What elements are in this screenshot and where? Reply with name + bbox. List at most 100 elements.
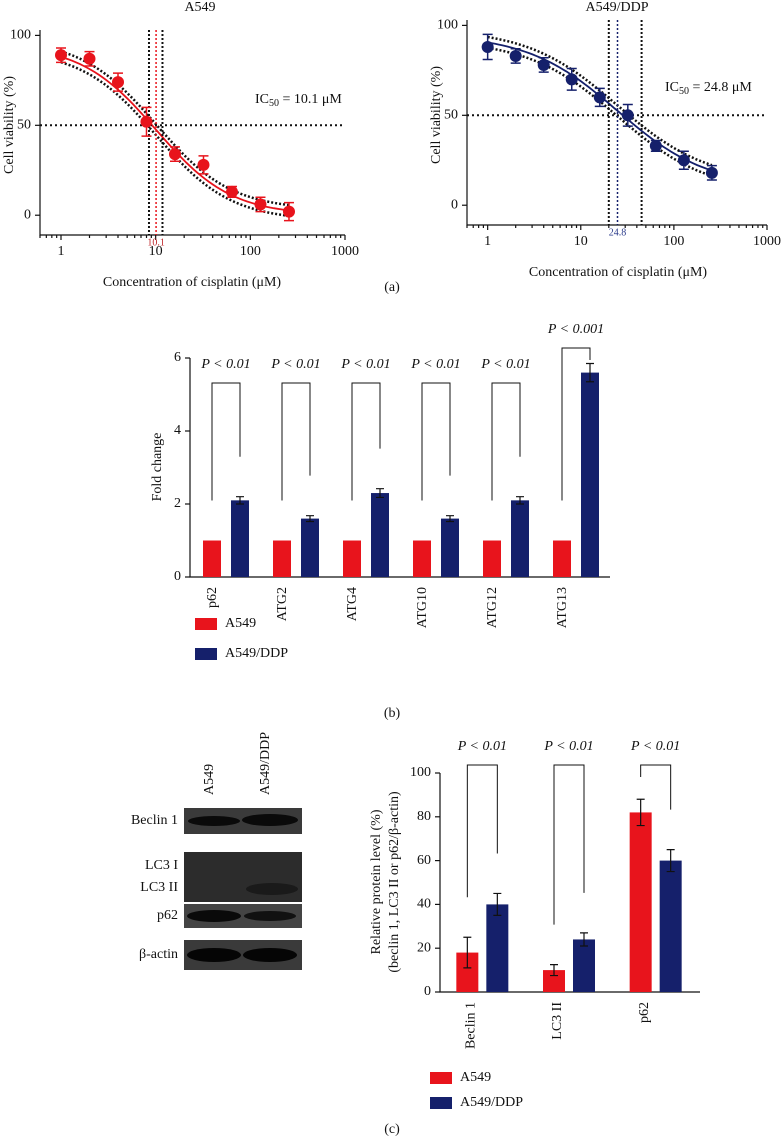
- point: [140, 115, 153, 128]
- row-label: LC3 I: [145, 858, 178, 873]
- bar: [301, 518, 319, 577]
- legend-label: A549: [225, 616, 256, 631]
- annotation: IC50 = 10.1 μM: [255, 92, 342, 109]
- y-tick-label: 0: [174, 569, 181, 584]
- x-tick-label: 1: [484, 234, 491, 249]
- panel-label: (a): [384, 280, 400, 295]
- band: [242, 814, 298, 826]
- significance-bracket: [640, 764, 672, 810]
- y-axis-label: Cell viability (%): [2, 76, 17, 174]
- bar: [231, 500, 249, 577]
- x-tick-label: 100: [663, 234, 684, 249]
- bar: [543, 970, 565, 992]
- annotation-part: 50: [269, 98, 279, 109]
- bar: [371, 493, 389, 577]
- y-tick-label: 0: [24, 207, 31, 222]
- band: [187, 910, 241, 922]
- error-bar: [666, 849, 675, 873]
- x-tick-label: 1000: [753, 234, 781, 249]
- bar: [553, 540, 571, 577]
- error-bar: [306, 515, 314, 523]
- y-tick-label: 4: [174, 423, 181, 438]
- annotation: IC50 = 24.8 μM: [665, 80, 752, 97]
- significance-bracket: [561, 347, 591, 501]
- p-value: P < 0.001: [547, 322, 604, 337]
- p-value: P < 0.01: [480, 357, 530, 372]
- bar: [486, 904, 509, 992]
- p-value: P < 0.01: [340, 357, 390, 372]
- p-value: P < 0.01: [410, 357, 460, 372]
- bar: [511, 500, 529, 577]
- y-tick-label: 100: [410, 765, 431, 780]
- annotation-part: IC: [665, 80, 679, 95]
- annotation-part: 50: [679, 86, 689, 97]
- point: [509, 49, 522, 62]
- y-tick-label: 100: [10, 28, 31, 43]
- axis: [189, 358, 610, 578]
- x-tick-label: LC3 II: [550, 1002, 565, 1040]
- bar: [441, 518, 459, 577]
- fit-band: [60, 61, 290, 218]
- significance-bracket: [211, 382, 241, 501]
- bar: [659, 860, 682, 992]
- bar: [456, 952, 479, 992]
- point: [111, 76, 124, 89]
- error-bar: [550, 964, 558, 977]
- bar: [573, 939, 595, 992]
- point: [677, 154, 690, 167]
- row-label: Beclin 1: [131, 813, 178, 828]
- p-value: P < 0.01: [630, 739, 680, 754]
- annotation-part: IC: [255, 92, 269, 107]
- bar: [581, 372, 599, 577]
- x-tick-label: Beclin 1: [464, 1002, 479, 1049]
- point: [225, 185, 238, 198]
- legend-swatch: [195, 648, 217, 660]
- p-value: P < 0.01: [270, 357, 320, 372]
- error-bar: [516, 496, 524, 505]
- point: [83, 52, 96, 65]
- error-bar: [580, 932, 588, 947]
- y-tick-label: 0: [451, 197, 458, 212]
- row-label: LC3 II: [140, 880, 178, 895]
- point: [621, 109, 634, 122]
- point: [197, 158, 210, 171]
- x-axis-label: Concentration of cisplatin (μM): [529, 265, 708, 280]
- x-tick-label: p62: [205, 587, 220, 608]
- row-label: p62: [157, 908, 178, 923]
- chart-title: A549/DDP: [585, 0, 648, 15]
- row-label: β-actin: [139, 947, 178, 962]
- chart-title: A549: [184, 0, 215, 15]
- ic50-label: 10.1: [147, 237, 165, 248]
- error-bar: [586, 362, 594, 383]
- x-tick-label: 10: [574, 234, 588, 249]
- y-tick-label: 40: [417, 897, 431, 912]
- axis: [466, 20, 767, 226]
- significance-bracket: [281, 382, 311, 501]
- band: [188, 816, 240, 826]
- band: [244, 911, 296, 921]
- significance-bracket: [351, 382, 381, 501]
- point: [168, 148, 181, 161]
- blot-strip: [184, 852, 302, 902]
- bar: [483, 540, 501, 577]
- error-bar: [236, 496, 244, 505]
- y-tick-label: 60: [417, 853, 431, 868]
- x-tick-label: 1000: [331, 244, 359, 259]
- y-tick-label: 6: [174, 350, 181, 365]
- panel-label: (c): [384, 1122, 400, 1137]
- error-bar: [636, 798, 645, 827]
- western-blot: A549 A549/DDP Beclin 1 LC3 I LC3 II p62 …: [131, 732, 302, 970]
- p-value: P < 0.01: [200, 357, 250, 372]
- bar: [629, 812, 652, 992]
- point: [565, 73, 578, 86]
- point: [55, 49, 68, 62]
- band: [187, 948, 241, 962]
- x-tick-label: p62: [637, 1002, 652, 1023]
- significance-bracket: [553, 764, 585, 925]
- error-bar: [463, 936, 472, 969]
- x-tick-label: 10: [149, 244, 163, 259]
- bar: [203, 540, 221, 577]
- x-tick-label: ATG10: [415, 587, 430, 628]
- y-tick-label: 50: [444, 108, 458, 123]
